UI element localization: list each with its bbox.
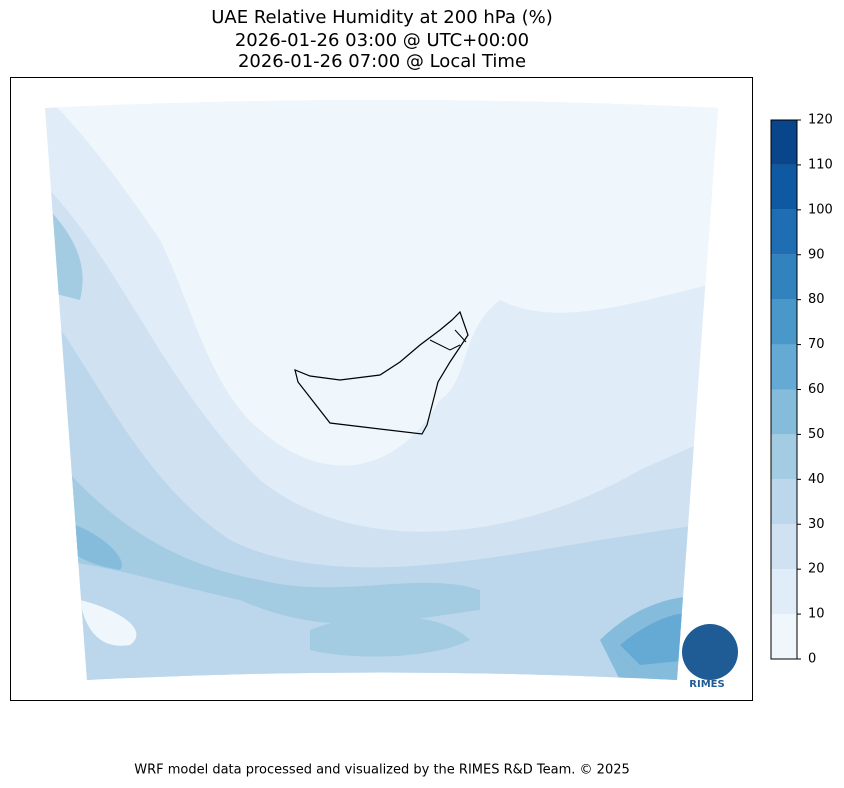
field <box>620 613 690 665</box>
logo-icon <box>682 624 738 680</box>
tick-label: 40 <box>808 472 825 487</box>
tick-label: 100 <box>808 202 833 217</box>
map: RIMES <box>10 77 753 701</box>
tick-label: 50 <box>808 427 825 442</box>
tick-label: 70 <box>808 337 825 352</box>
colorbar-band <box>771 344 797 390</box>
tick-label: 10 <box>808 607 825 622</box>
colorbar: 0 10 20 30 40 50 60 70 80 90 100 110 120 <box>770 113 833 667</box>
uae-border <box>429 329 467 351</box>
tick-label: 120 <box>808 113 833 128</box>
colorbar-band <box>771 569 797 615</box>
field <box>45 440 480 624</box>
colorbar-band <box>771 434 797 480</box>
colorbar-band <box>771 164 797 210</box>
title: 2026-01-26 03:00 @ UTC+00:00 <box>235 30 529 51</box>
map-frame <box>10 77 753 701</box>
footer: WRF model data processed and visualized … <box>134 763 630 778</box>
tick-label: 60 <box>808 382 825 397</box>
colorbar-band <box>771 524 797 570</box>
colorbar-band <box>771 479 797 525</box>
tick-label: 80 <box>808 292 825 307</box>
colorbar-band <box>771 209 797 255</box>
field <box>310 616 470 657</box>
uae-border <box>294 310 469 435</box>
tick-label: 90 <box>808 247 825 262</box>
colorbar-band <box>771 389 797 435</box>
logo: RIMES <box>689 679 724 690</box>
tick-label: 20 <box>808 562 825 577</box>
colorbar-band <box>771 299 797 345</box>
colorbar-band <box>771 120 797 165</box>
tick-label: 0 <box>808 652 816 667</box>
colorbar-band <box>771 254 797 300</box>
tick-label: 110 <box>808 157 833 172</box>
field <box>80 600 137 646</box>
field <box>50 100 718 466</box>
title: UAE Relative Humidity at 200 hPa (%) <box>211 7 552 28</box>
tick-label: 30 <box>808 517 825 532</box>
title: 2026-01-26 07:00 @ Local Time <box>238 51 526 72</box>
colorbar-band <box>771 614 797 659</box>
